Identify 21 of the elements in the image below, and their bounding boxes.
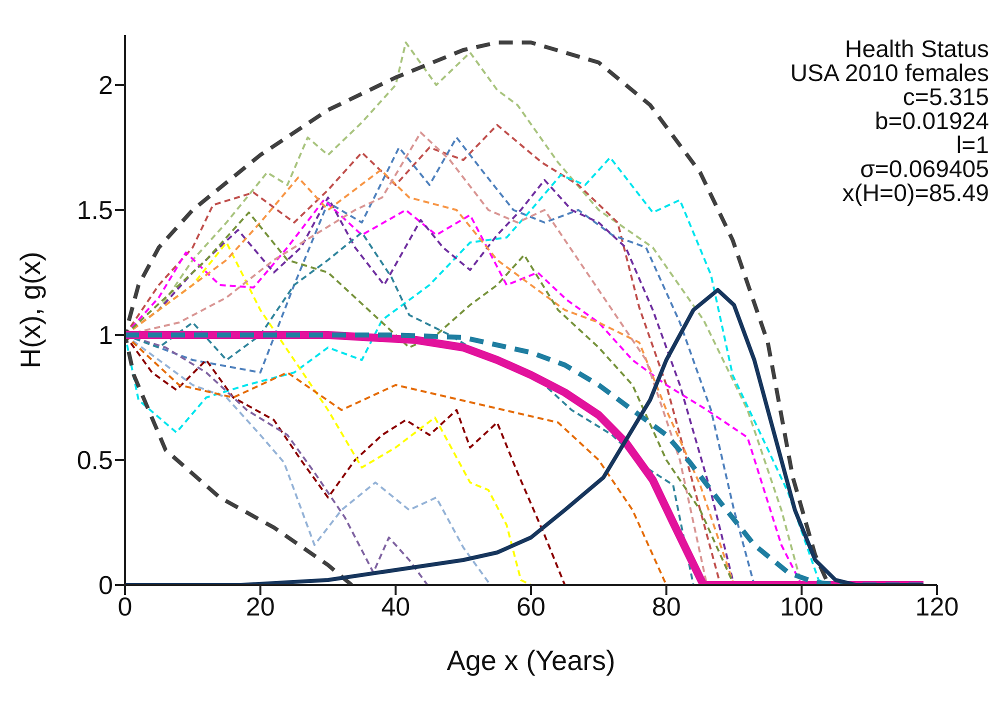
y-tick-label: 0.5	[76, 445, 113, 476]
annotation: USA 2010 females	[790, 60, 989, 87]
annotation: Health Status	[844, 36, 989, 63]
y-tick-label: 2	[98, 70, 113, 100]
x-tick-label: 40	[381, 591, 410, 622]
x-tick-label: 60	[516, 591, 546, 622]
y-tick-label: 1.5	[76, 195, 113, 226]
y-tick-label: 1	[98, 320, 113, 350]
annotation: σ=0.069405	[859, 156, 989, 183]
annotation: c=5.315	[902, 84, 989, 111]
text: l=1	[955, 132, 989, 159]
annotation: x(H=0)=85.49	[841, 180, 989, 207]
x-axis-title: Age x (Years)	[446, 645, 616, 676]
x-tick-label: 20	[246, 591, 275, 622]
x-tick-label: 80	[652, 591, 681, 622]
annotation: b=0.01924	[874, 108, 989, 135]
y-axis-title: H(x), g(x)	[14, 252, 46, 368]
x-tick-label: 120	[915, 591, 959, 622]
x-tick-label: 0	[118, 591, 132, 622]
y-tick-label: 0	[98, 570, 113, 600]
x-tick-label: 100	[780, 591, 824, 622]
